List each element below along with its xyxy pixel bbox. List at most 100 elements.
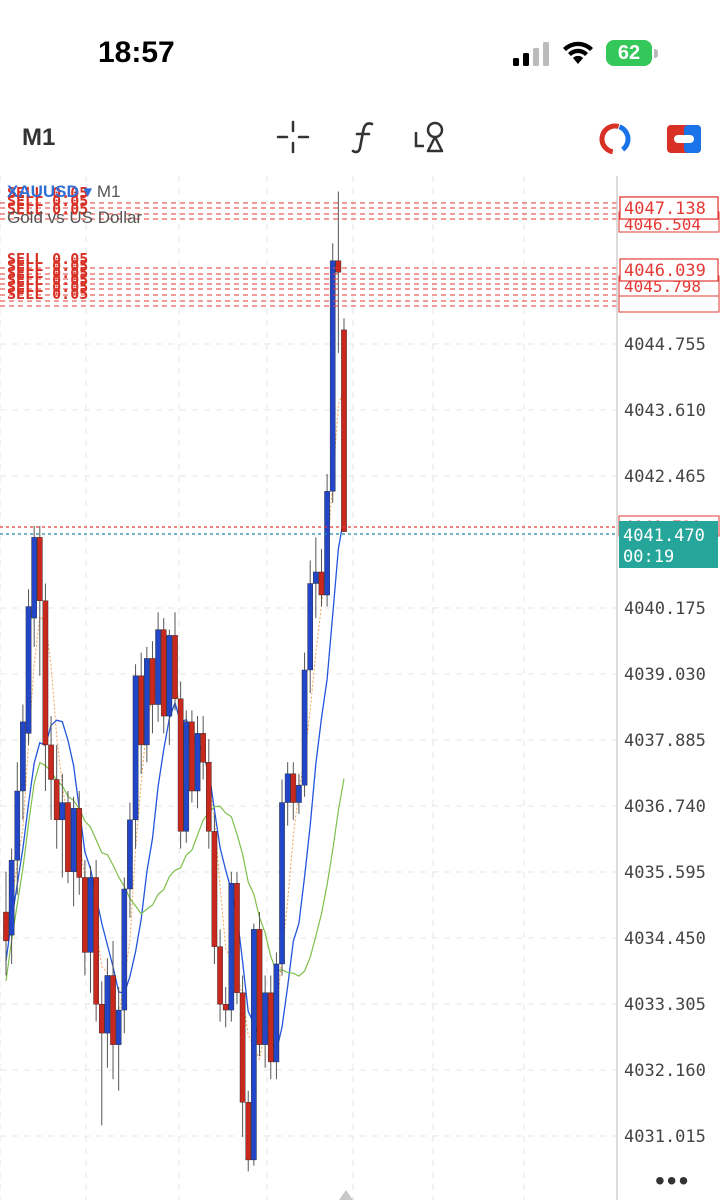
candle-body (284, 773, 291, 803)
candle-body (65, 802, 71, 872)
candle-body (251, 929, 257, 1161)
symbol-description: Gold vs US Dollar (7, 208, 143, 227)
trade-icon[interactable] (598, 122, 632, 156)
status-bar: 18:57 62 (0, 0, 725, 100)
sell-labels-mid: SELL 0.05 SELL 0.05 SELL 0.05 SELL 0.05 … (7, 250, 88, 303)
candle-body (262, 992, 268, 1045)
candle-body (127, 819, 133, 890)
candle-body (144, 658, 150, 746)
candle-body (93, 877, 99, 1005)
candle-body (76, 808, 83, 878)
candle-body (48, 744, 54, 780)
ma-dotted-line (5, 388, 345, 1061)
price-axis-label: 4035.595 (624, 863, 706, 883)
candle-body (20, 721, 26, 792)
candle-body (301, 669, 308, 786)
candle-body (211, 831, 218, 947)
candle-body (318, 571, 325, 596)
candle-body (138, 675, 145, 746)
candle-body (132, 675, 139, 821)
account-icon[interactable] (666, 124, 702, 154)
price-tag-mid-2: 4045.798 (624, 277, 701, 296)
price-tag-top: 4046.504 4047.138 (618, 196, 720, 234)
price-axis-label: 4037.885 (624, 731, 706, 751)
chevron-down-icon: ▾ (83, 182, 93, 201)
candle-body (121, 888, 128, 1011)
chart-toolbar: M1 (0, 100, 725, 176)
price-axis-label: 4036.740 (624, 797, 706, 817)
candle-body (3, 911, 9, 942)
sell-order-label: SELL 0.05 (7, 184, 88, 202)
candle-body (98, 1004, 105, 1034)
candle-body (37, 537, 43, 601)
candle-body (256, 929, 263, 1045)
sell-order-label: SELL 0.05 (7, 250, 88, 268)
moving-averages (5, 388, 345, 1061)
sell-order-label: SELL 0.05 (7, 192, 88, 210)
sell-order-label: SELL 0.05 (7, 200, 88, 218)
candle-body (189, 721, 195, 792)
price-axis-label: 4043.610 (624, 401, 706, 421)
candle-body (313, 571, 319, 584)
price-chart[interactable]: 4044.755 4043.610 4042.465 4040.175 4039.030… (0, 176, 725, 1200)
candle-body (70, 808, 77, 872)
symbol-name: XAUUSD (7, 182, 79, 201)
candle-body (329, 260, 336, 492)
candle-body (177, 698, 184, 832)
price-axis-label: 4039.030 (624, 665, 706, 685)
chart-canvas[interactable]: 4044.755 4043.610 4042.465 4040.175 4039.030… (0, 176, 725, 1200)
sell-order-label: SELL 0.05 (7, 257, 88, 275)
candle-body (115, 1009, 122, 1045)
candle-body (42, 600, 49, 746)
sell-order-label: SELL 0.05 (7, 264, 88, 282)
price-tag-mid-value: 4046.039 (624, 261, 706, 281)
candle-body (239, 992, 246, 1103)
candle-body (8, 859, 15, 936)
candle-body (200, 733, 206, 763)
battery-level: 62 (617, 42, 641, 64)
candle-body (183, 721, 190, 832)
price-axis-label: 4044.755 (624, 335, 706, 355)
price-axis-label: 4031.015 (624, 1127, 706, 1147)
candle-body (205, 761, 212, 832)
candle-body (267, 992, 274, 1063)
price-axis-label: 4042.465 (624, 467, 706, 487)
candle-body (59, 802, 66, 821)
candle-body (155, 629, 161, 705)
bid-price-value: 4041.470 (623, 526, 705, 546)
timeframe-button[interactable]: M1 (22, 124, 56, 151)
price-axis: 4044.755 4043.610 4042.465 4040.175 4039.030… (624, 335, 706, 1147)
candle-body (87, 877, 94, 953)
candle-body (234, 883, 240, 993)
order-lines (0, 202, 617, 535)
candle-body (324, 491, 330, 596)
candle-countdown: 00:19 (623, 547, 674, 567)
chart-grid (0, 176, 617, 1200)
drawing-tools-icon[interactable] (414, 120, 448, 154)
signal-icon (513, 42, 549, 66)
candle-body (82, 877, 88, 953)
crosshair-icon[interactable] (276, 120, 310, 154)
battery-indicator (606, 40, 652, 66)
symbol-timeframe: M1 (96, 182, 121, 201)
sell-labels-top: SELL 0.05 SELL 0.05 SELL 0.05 (7, 184, 88, 218)
candle-body (172, 635, 178, 699)
price-tag-top-2: 4046.504 (624, 215, 701, 234)
candle-body (149, 658, 156, 705)
price-axis-label: 4034.450 (624, 929, 706, 949)
candle-body (110, 975, 116, 1045)
candle-body (160, 629, 167, 717)
candle-body (279, 802, 285, 965)
candle-body (25, 606, 32, 734)
candle-body (228, 883, 235, 1011)
symbol-header[interactable]: XAUUSD ▾ M1 (7, 182, 120, 202)
candle-body (307, 583, 314, 671)
more-options-button[interactable]: ••• (655, 1165, 691, 1196)
wifi-icon (563, 41, 593, 64)
candle-body (194, 733, 201, 792)
sell-order-label: SELL 0.05 (7, 271, 88, 289)
function-icon[interactable] (350, 120, 378, 154)
price-tag-bid: 4041.470 00:19 (619, 521, 718, 568)
candle-body (104, 975, 111, 1034)
candle-body (335, 260, 342, 273)
